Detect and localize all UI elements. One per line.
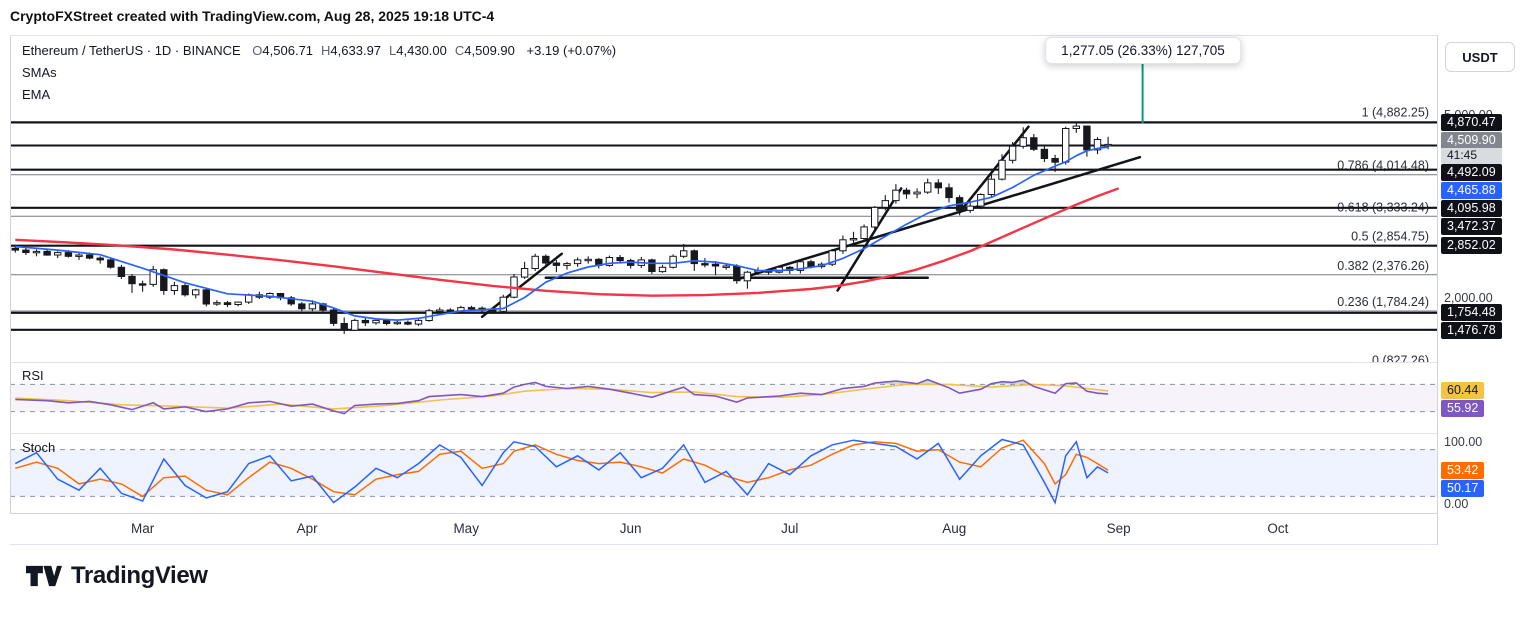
tradingview-logo[interactable]: TradingView [26, 562, 208, 590]
fib-label: 1 (4,882.25) [1362, 106, 1429, 120]
trendline [735, 155, 1142, 281]
candle-countdown: 41:45 [1441, 147, 1502, 164]
rsi-value-label: 60.44 [1441, 382, 1485, 400]
stoch-k-line [14, 438, 1109, 505]
chart-plot[interactable]: 1 (4,882.25)0.786 (4,014.48)0.618 (3,333… [10, 35, 1437, 545]
stoch-value-label: 53.42 [1441, 461, 1485, 479]
price-change: +3.19 (+0.07%) [526, 43, 617, 58]
rsi-pane [10, 378, 1437, 415]
trendline [958, 125, 1030, 214]
ohlc-values: O4,506.71 H4,633.97 L4,430.00 C4,509.90 [244, 43, 515, 58]
trendline [480, 252, 563, 319]
price-line-label: 1,754.48 [1441, 304, 1502, 322]
time-axis-label[interactable]: Sep [1107, 521, 1131, 536]
symbol-title[interactable]: Ethereum / TetherUS · 1D · BINANCE [22, 43, 241, 58]
time-axis-label[interactable]: Mar [131, 521, 155, 536]
currency-toggle-button[interactable]: USDT [1445, 42, 1515, 72]
chart-legend: Ethereum / TetherUS · 1D · BINANCE O4,50… [22, 40, 616, 106]
stoch-pane [10, 438, 1437, 505]
time-axis-label[interactable]: Jul [781, 521, 798, 536]
time-axis-label[interactable]: May [453, 521, 479, 536]
price-line-label: 4,870.47 [1441, 113, 1502, 131]
indicator-legend-smas[interactable]: SMAs [22, 65, 57, 80]
attribution-text: CryptoFXStreet created with TradingView.… [10, 8, 495, 24]
stoch-pane-label[interactable]: Stoch [22, 440, 56, 455]
ohlc-value: 4,430.00 [396, 43, 447, 58]
stoch-axis-tick: 0.00 [1444, 497, 1469, 511]
ohlc-key: C [454, 43, 465, 58]
fib-label: 0.236 (1,784.24) [1337, 295, 1429, 309]
fib-label: 0.5 (2,854.75) [1351, 230, 1429, 244]
stoch-value-label: 50.17 [1441, 479, 1485, 497]
time-axis-label[interactable]: Apr [297, 521, 319, 536]
time-axis-label[interactable]: Jun [620, 521, 642, 536]
rsi-line [15, 378, 1109, 415]
price-axis-tick: 2,000.00 [1444, 290, 1493, 305]
ohlc-value: 4,509.90 [464, 43, 515, 58]
price-line-label: 4,465.88 [1441, 181, 1502, 199]
price-line-label: 3,472.37 [1441, 217, 1502, 235]
ema-line [15, 146, 1109, 321]
ohlc-value: 4,633.97 [330, 43, 382, 58]
fib-label: 0 (827.26) [1372, 354, 1429, 368]
ohlc-key: L [389, 43, 397, 58]
symbol-row: Ethereum / TetherUS · 1D · BINANCE O4,50… [22, 40, 616, 62]
sma-line [15, 187, 1120, 297]
ohlc-value: 4,506.71 [262, 43, 314, 58]
rsi-overbought-fill [524, 379, 1079, 385]
fib-label: 0.382 (2,376.26) [1337, 259, 1429, 273]
price-axis-rail[interactable]: 5,000.002,000.00100.000.004,870.474,509.… [1437, 35, 1536, 545]
price-pane: 1 (4,882.25)0.786 (4,014.48)0.618 (3,333… [10, 45, 1437, 368]
tradingview-logo-icon [26, 565, 62, 587]
rsi-pane-label[interactable]: RSI [22, 368, 44, 383]
ohlc-key: O [252, 43, 263, 58]
last-price-label: 4,509.90 41:45 [1441, 131, 1502, 164]
price-line-label: 1,476.78 [1441, 322, 1502, 340]
stoch-axis-tick: 100.00 [1444, 435, 1483, 449]
measure-tooltip: 1,277.05 (26.33%) 127,705 [1045, 37, 1241, 64]
ohlc-key: H [321, 43, 331, 58]
time-axis-label[interactable]: Oct [1267, 521, 1288, 536]
rsi-value-label: 55.92 [1441, 400, 1485, 418]
tradingview-logo-text: TradingView [71, 562, 208, 589]
price-line-label: 4,095.98 [1441, 199, 1502, 217]
time-axis-label[interactable]: Aug [942, 521, 966, 536]
indicator-legend-ema[interactable]: EMA [22, 87, 51, 102]
candles [11, 121, 1112, 334]
price-line-label: 2,852.02 [1441, 237, 1502, 255]
price-line-label: 4,492.09 [1441, 163, 1502, 181]
